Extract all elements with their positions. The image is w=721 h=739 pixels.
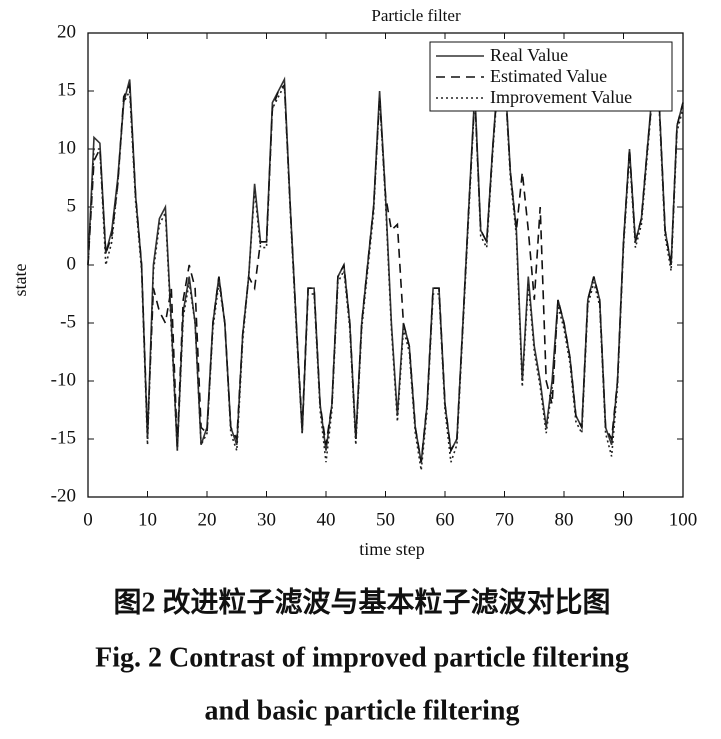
- y-tick-label: -20: [51, 485, 76, 506]
- y-tick-label: -15: [51, 427, 76, 448]
- legend-label: Real Value: [490, 45, 568, 65]
- x-tick-label: 20: [198, 509, 217, 530]
- x-tick-label: 100: [669, 509, 698, 530]
- y-tick-label: -5: [60, 311, 76, 332]
- y-tick-label: 15: [57, 79, 76, 100]
- data-line: [87, 67, 684, 463]
- x-tick-label: 90: [614, 509, 633, 530]
- y-tick-label: 10: [57, 137, 76, 158]
- y-tick-label: 5: [67, 195, 77, 216]
- caption-en: Fig. 2 Contrast of improved particle fil…: [95, 642, 629, 673]
- data-line: [87, 72, 684, 463]
- legend-label: Estimated Value: [490, 66, 607, 86]
- x-tick-label: 80: [555, 509, 574, 530]
- y-tick-label: -10: [51, 369, 76, 390]
- x-tick-label: 70: [495, 509, 514, 530]
- y-tick-label: 20: [57, 21, 76, 42]
- x-tick-label: 30: [257, 509, 276, 530]
- x-tick-label: 0: [83, 509, 93, 530]
- caption-zh: 图2 改进粒子滤波与基本粒子滤波对比图: [113, 586, 610, 618]
- x-tick-label: 10: [138, 509, 157, 530]
- x-tick-label: 40: [317, 509, 336, 530]
- chart-title: Particle filter: [371, 6, 461, 25]
- y-axis-label: state: [10, 264, 30, 297]
- data-line: [87, 72, 684, 471]
- caption-en: and basic particle filtering: [205, 695, 520, 726]
- x-tick-label: 50: [376, 509, 395, 530]
- legend-label: Improvement Value: [490, 87, 632, 107]
- x-axis-label: time step: [359, 539, 425, 559]
- x-tick-label: 60: [436, 509, 455, 530]
- y-tick-label: 0: [67, 253, 77, 274]
